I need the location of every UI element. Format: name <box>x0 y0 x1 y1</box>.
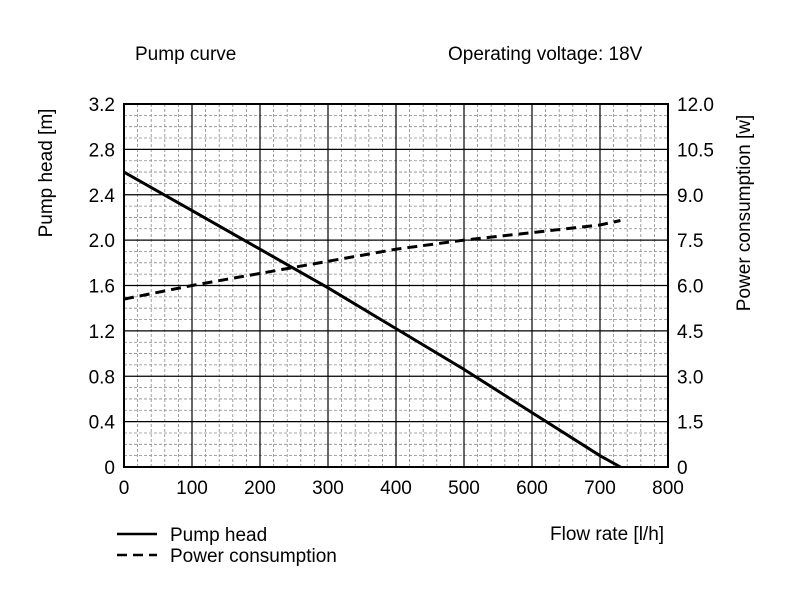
y-tick-labels: 0 0.4 0.8 1.2 1.6 2.0 2.4 2.8 3.2 <box>89 95 116 479</box>
plot-frame <box>123 103 669 468</box>
y-tick-label: 2.0 <box>89 231 115 252</box>
y2-tick-label: 0 <box>677 458 688 479</box>
x-tick-label: 0 <box>119 478 130 499</box>
y2-tick-label: 4.5 <box>677 322 703 343</box>
y2-tick-label: 6.0 <box>677 277 703 298</box>
chart-title: Pump curve <box>135 44 236 65</box>
x-axis-label: Flow rate [l/h] <box>550 524 664 545</box>
y2-axis-label: Power consumption [w] <box>734 115 755 311</box>
x-tick-label: 300 <box>312 478 344 499</box>
y-tick-label: 3.2 <box>89 95 115 116</box>
y2-tick-labels: 0 1.5 3.0 4.5 6.0 7.5 9.0 10.5 12.0 <box>677 95 714 479</box>
legend-label-pump-head: Pump head <box>170 525 267 546</box>
y2-tick-label: 10.5 <box>677 140 714 161</box>
y-tick-label: 2.8 <box>89 140 115 161</box>
x-tick-label: 100 <box>176 478 208 499</box>
y-tick-label: 2.4 <box>89 186 116 207</box>
y-axis-label: Pump head [m] <box>36 109 57 238</box>
y-tick-label: 1.2 <box>89 322 115 343</box>
y-tick-label: 0 <box>104 458 115 479</box>
legend: Pump head Power consumption <box>117 525 337 567</box>
x-tick-label: 500 <box>448 478 480 499</box>
x-tick-label: 600 <box>516 478 548 499</box>
y-tick-label: 0.4 <box>89 413 116 434</box>
y-tick-label: 1.6 <box>89 277 115 298</box>
y2-tick-label: 3.0 <box>677 367 703 388</box>
x-tick-label: 700 <box>584 478 616 499</box>
series-layer <box>123 170 622 469</box>
y2-tick-label: 12.0 <box>677 95 714 116</box>
x-tick-label: 400 <box>380 478 412 499</box>
y2-tick-label: 1.5 <box>677 413 703 434</box>
x-tick-label: 800 <box>652 478 684 499</box>
legend-label-power-consumption: Power consumption <box>170 546 337 567</box>
chart-subtitle: Operating voltage: 18V <box>448 44 643 65</box>
series-line-power-consumption <box>123 219 621 301</box>
x-tick-label: 200 <box>244 478 276 499</box>
y2-tick-label: 7.5 <box>677 231 703 252</box>
series-line-pump-head <box>123 170 622 469</box>
y-tick-label: 0.8 <box>89 367 115 388</box>
y2-tick-label: 9.0 <box>677 186 703 207</box>
x-tick-labels: 0 100 200 300 400 500 600 700 800 <box>119 478 684 499</box>
major-grid <box>124 104 668 467</box>
